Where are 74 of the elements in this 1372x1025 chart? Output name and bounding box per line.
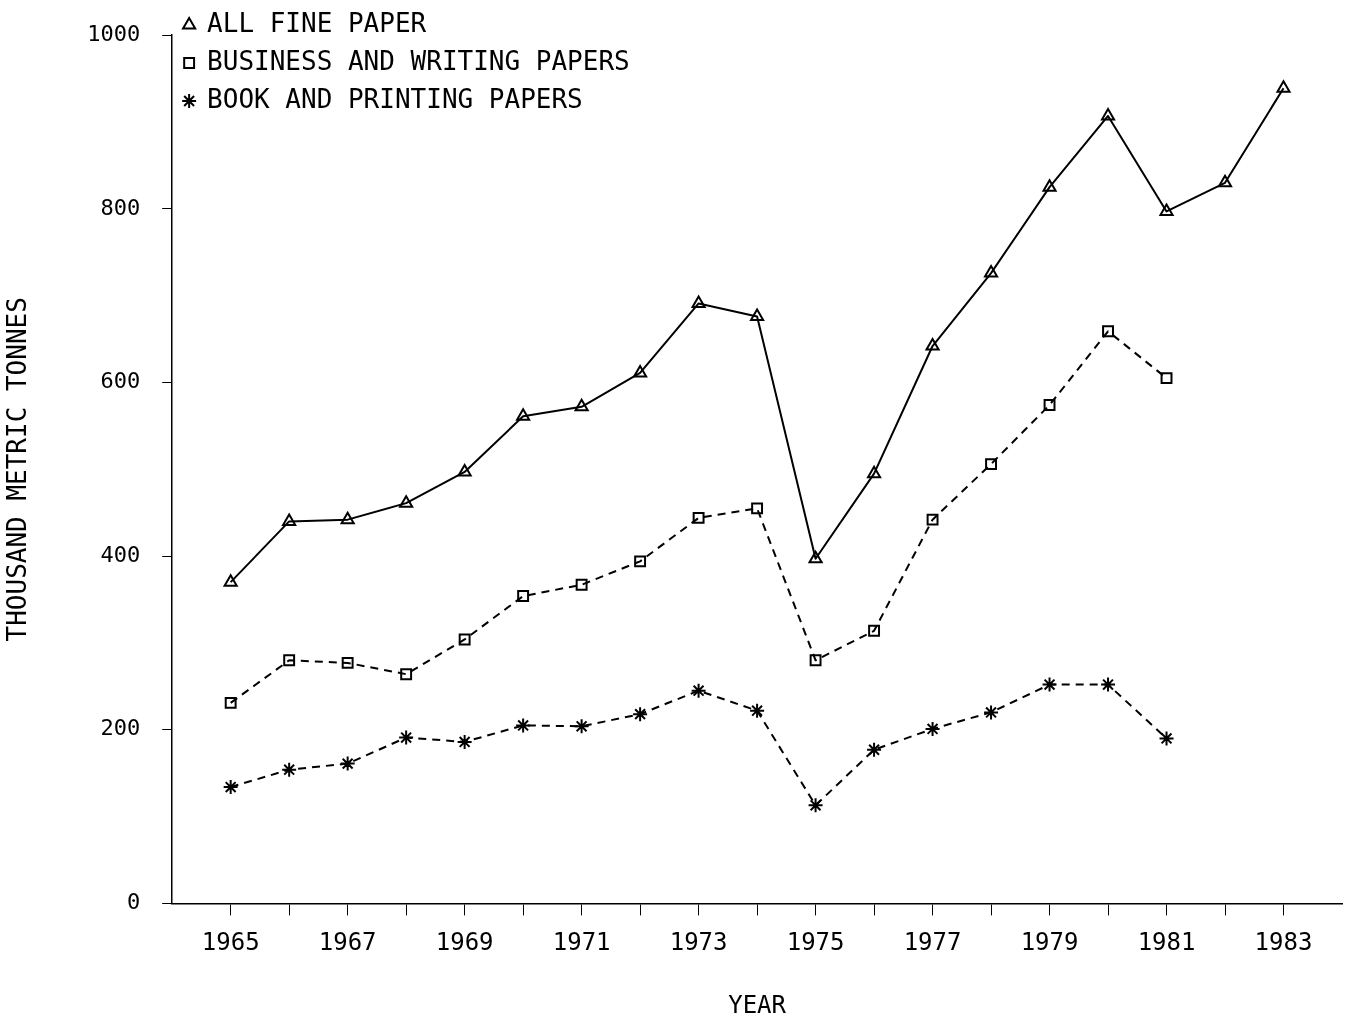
point	[1102, 325, 1114, 338]
point	[633, 364, 648, 378]
legend-label: BOOK AND PRINTING PAPERS	[207, 83, 583, 114]
y-tick-label: 0	[126, 889, 141, 915]
point	[282, 513, 297, 526]
legend-label: ALL FINE PAPER	[207, 7, 427, 38]
point	[1100, 107, 1116, 121]
y-tick-label: 1000	[87, 20, 141, 46]
point	[1217, 174, 1233, 188]
point	[222, 779, 239, 796]
point	[632, 706, 649, 723]
point	[692, 511, 705, 524]
point	[341, 656, 354, 669]
point	[1276, 80, 1291, 93]
y-axis-title: THOUSAND METRIC TONNES	[2, 297, 33, 642]
y-tick-label: 200	[100, 715, 141, 741]
point	[983, 704, 1000, 721]
point	[517, 590, 530, 603]
point	[340, 511, 355, 525]
point	[281, 761, 298, 778]
point	[868, 624, 881, 637]
legend-label: BUSINESS AND WRITING PAPERS	[207, 45, 630, 76]
point	[749, 702, 766, 719]
x-tick-label: 1975	[786, 928, 845, 957]
point	[924, 720, 941, 737]
point	[983, 265, 999, 278]
point	[926, 513, 939, 526]
point	[750, 308, 765, 321]
point	[458, 633, 471, 646]
point	[516, 408, 531, 421]
point	[751, 502, 764, 515]
x-tick-label: 1973	[669, 928, 728, 957]
point	[809, 654, 822, 667]
x-axis-title: YEAR	[728, 990, 787, 1019]
point	[399, 495, 414, 508]
point	[1043, 399, 1056, 411]
point	[690, 682, 707, 699]
point	[634, 555, 647, 568]
point	[457, 463, 472, 477]
point	[867, 465, 882, 479]
point	[985, 458, 997, 471]
point	[515, 717, 532, 734]
point	[1159, 203, 1174, 216]
y-tick-label: 600	[100, 368, 141, 394]
point	[223, 574, 238, 587]
point	[1041, 676, 1058, 693]
x-tick-label: 1981	[1137, 928, 1196, 957]
point	[398, 729, 415, 746]
point	[1042, 179, 1057, 192]
point	[808, 550, 823, 564]
point	[1100, 676, 1117, 693]
x-tick-label: 1977	[903, 928, 962, 957]
point	[224, 696, 237, 709]
point	[574, 398, 589, 412]
point	[400, 668, 413, 681]
x-tick-label: 1971	[552, 928, 611, 957]
y-tick-label: 800	[100, 194, 141, 220]
point	[1158, 730, 1175, 747]
x-tick-label: 1967	[318, 928, 377, 957]
x-tick-label: 1969	[435, 928, 494, 957]
point	[283, 654, 296, 667]
x-tick-label: 1965	[201, 928, 260, 957]
x-tick-label: 1979	[1020, 928, 1079, 957]
point	[691, 295, 706, 308]
point	[456, 733, 473, 750]
y-tick-label: 400	[100, 541, 141, 567]
point	[573, 718, 590, 735]
point	[575, 578, 588, 591]
x-tick-label: 1983	[1254, 928, 1313, 957]
point	[925, 338, 940, 351]
point	[1160, 372, 1173, 385]
point	[339, 755, 356, 772]
point	[866, 741, 883, 758]
point	[807, 797, 824, 814]
